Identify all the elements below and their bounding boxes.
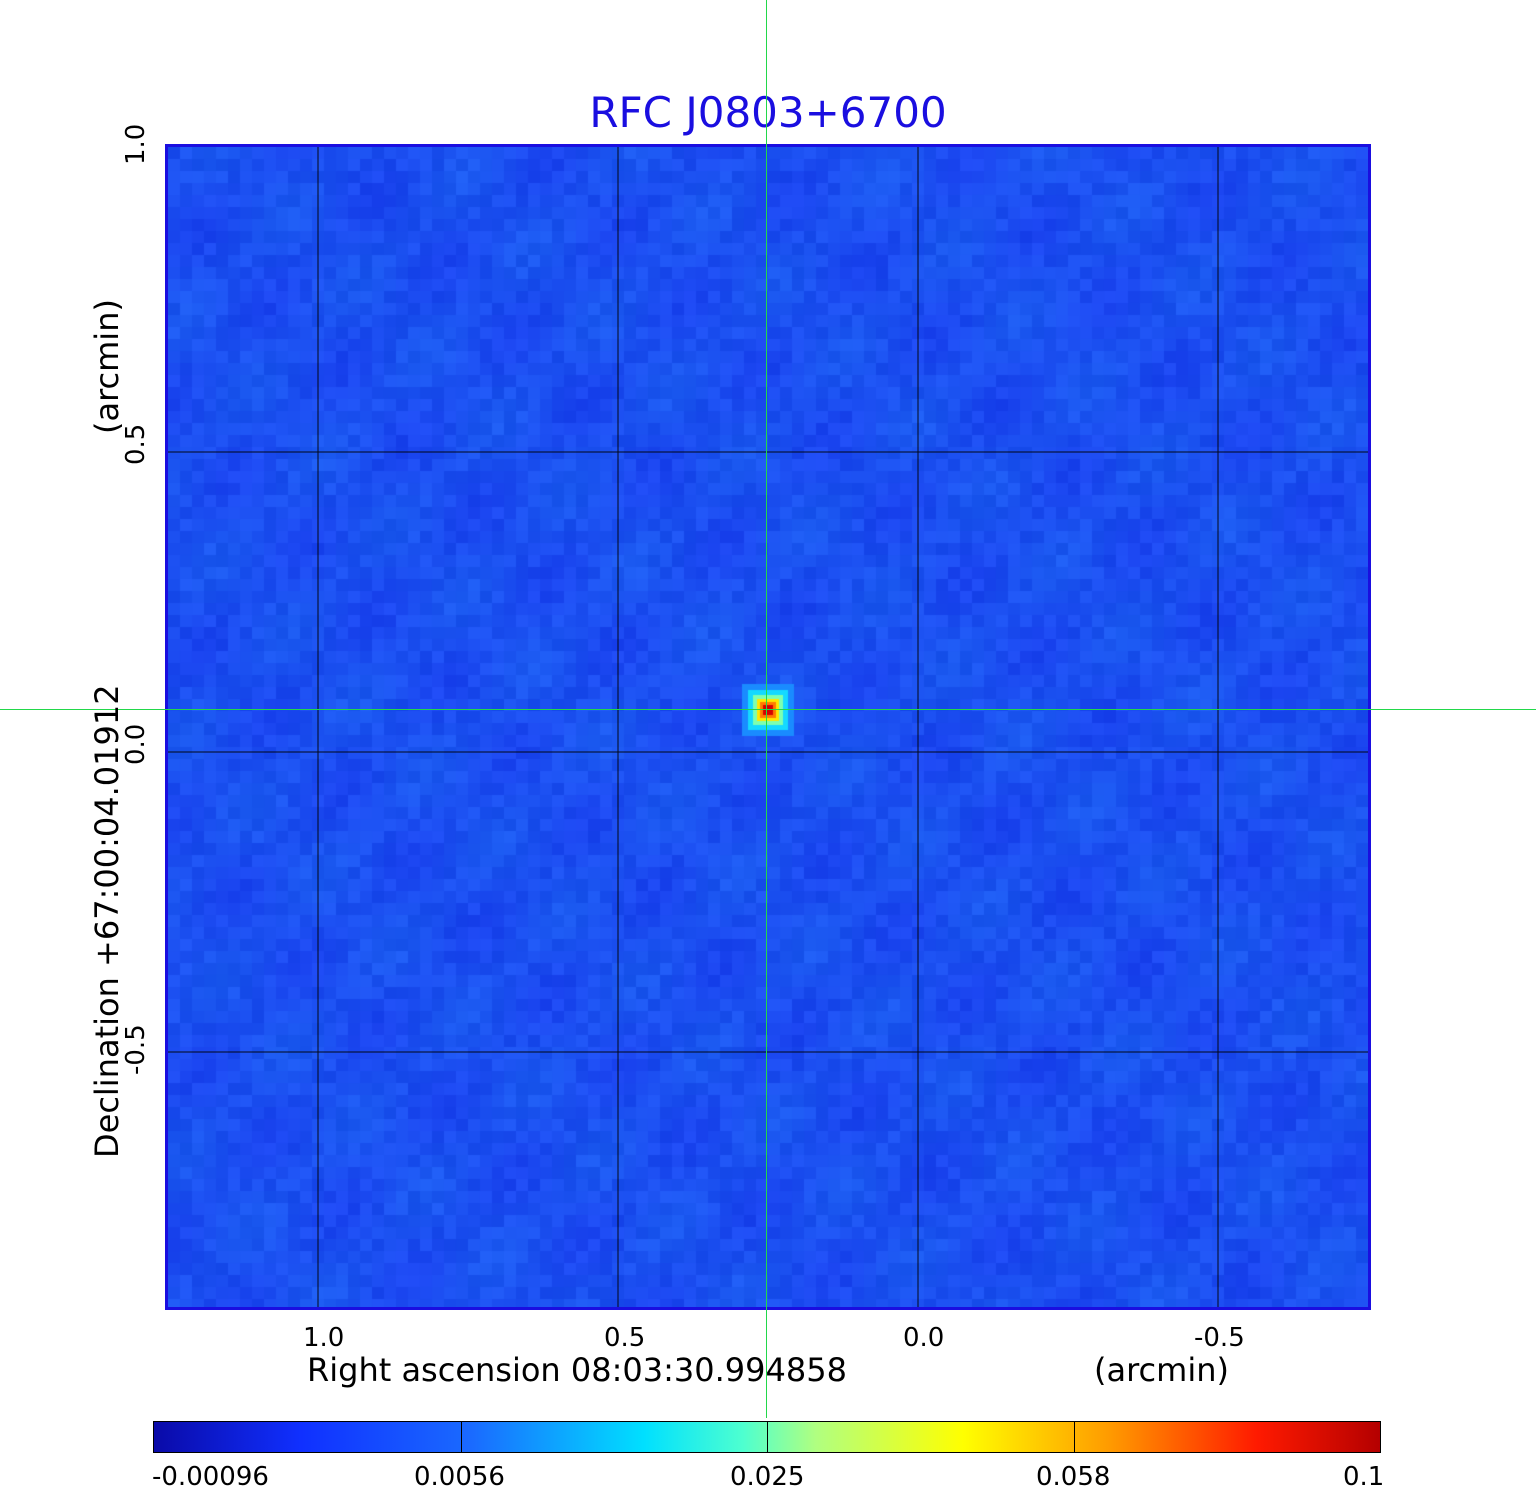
radio-image-map[interactable]	[168, 147, 1368, 1307]
crosshair-vertical	[766, 0, 767, 1418]
x-axis-label: Right ascension 08:03:30.994858	[307, 1351, 847, 1389]
colorbar-tick-mark	[461, 1421, 462, 1453]
plot-title: RFC J0803+6700	[589, 88, 947, 137]
colorbar-tick-label: 0.025	[730, 1462, 805, 1492]
x-tick-label: 0.5	[604, 1323, 646, 1353]
x-tick-label: 1.0	[303, 1323, 345, 1353]
x-tick-label: 0.0	[903, 1323, 945, 1353]
x-tick-label: -0.5	[1194, 1323, 1245, 1353]
y-axis-label: Declination +67:00:04.01912	[88, 684, 126, 1158]
y-tick-label: 1.0	[121, 123, 151, 165]
y-axis-unit: (arcmin)	[88, 299, 126, 434]
colorbar-tick-label: 0.0056	[414, 1462, 505, 1492]
image-frame[interactable]	[165, 144, 1371, 1310]
colorbar-tick-label: 0.058	[1036, 1462, 1111, 1492]
crosshair-horizontal	[0, 709, 1536, 710]
colorbar-tick-label: -0.00096	[152, 1462, 269, 1492]
colorbar-tick-mark	[1074, 1421, 1075, 1453]
colorbar-tick-mark	[767, 1421, 768, 1453]
colorbar-tick-label: 0.1	[1343, 1462, 1385, 1492]
x-axis-unit: (arcmin)	[1094, 1351, 1229, 1389]
coordinate-grid	[168, 147, 1368, 1307]
